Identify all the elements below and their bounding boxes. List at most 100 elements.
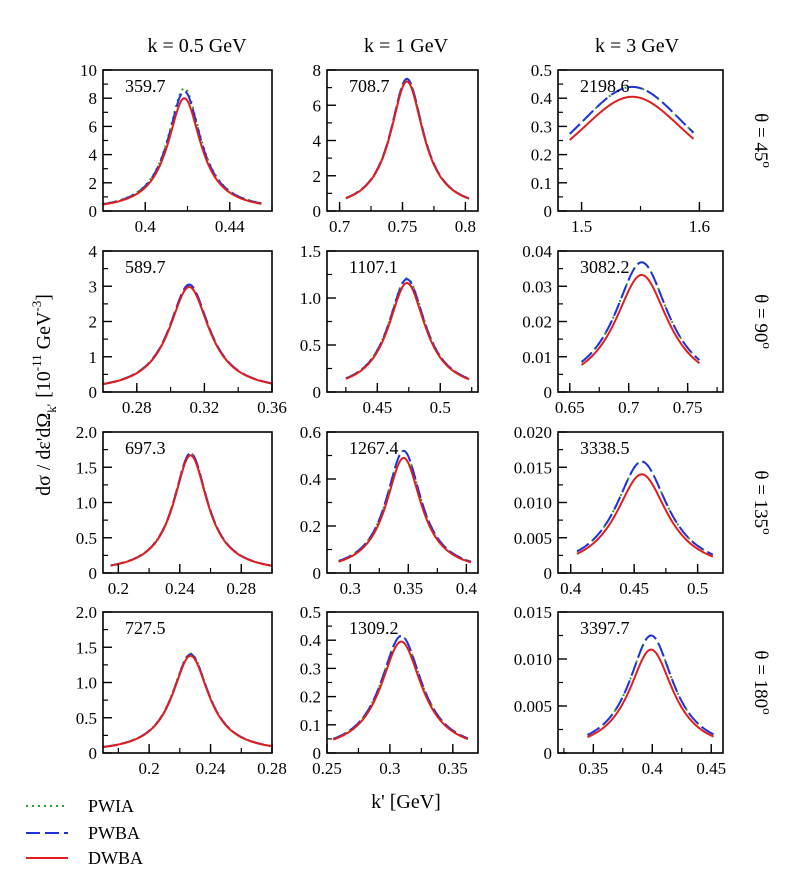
x-tick-label: 0.5: [430, 398, 451, 417]
y-tick-label: 3: [89, 277, 98, 296]
y-axis-label-main: dσ / dε'dΩ: [33, 413, 55, 496]
panel-annotation: 359.7: [125, 76, 166, 96]
y-tick-label: 0.005: [514, 529, 552, 548]
y-tick-label: 0: [89, 202, 98, 221]
x-tick-label: 0.5: [687, 579, 708, 598]
x-axis-label: k' [GeV]: [371, 791, 441, 813]
y-tick-label: 2.0: [76, 423, 97, 442]
y-tick-label: 0.2: [300, 517, 321, 536]
panel-3-1: 0.25 0.3 0.35 0 0.1 0.2 0.3 0.4 0.5 1309.2: [300, 603, 479, 778]
dwba-curve: [103, 654, 272, 749]
y-tick-label: 0.015: [514, 603, 552, 622]
row-label-text: θ = 45: [750, 113, 771, 161]
column-title-k3: k = 3 GeV: [595, 35, 680, 57]
y-tick-label: 0: [313, 744, 322, 763]
panel-0-0: 0.4 0.44 0 2 4 6 8 10 359.7: [80, 61, 273, 236]
y-tick-label: 0.01: [522, 348, 552, 367]
dwba-curve: [345, 281, 470, 381]
column-titles: k = 0.5 GeV k = 1 GeV k = 3 GeV: [147, 35, 679, 57]
x-tick-label: 0.2: [108, 579, 129, 598]
y-tick-label: 4: [313, 132, 322, 151]
panel-annotation: 589.7: [125, 257, 166, 277]
y-tick-label: 0.5: [300, 603, 321, 622]
pwba-curve: [576, 460, 714, 556]
y-axis-label-units-post: ]: [33, 294, 55, 301]
y-tick-label: 0.3: [300, 659, 321, 678]
y-tick-label: 1.0: [76, 494, 97, 513]
pwba-curve: [587, 634, 715, 736]
panel-annotation: 3338.5: [580, 438, 630, 458]
row-label-text: θ = 135: [750, 470, 771, 528]
y-tick-label: 0: [89, 744, 98, 763]
panel-annotation: 3397.7: [580, 618, 630, 638]
y-tick-label: 1.5: [300, 242, 321, 261]
row-label-degree: o: [760, 342, 775, 349]
x-tick-label: 0.3: [340, 579, 361, 598]
panel-annotation: 1309.2: [349, 618, 399, 638]
y-axis-label-sub: k': [44, 404, 59, 413]
y-axis-label-units: [10: [33, 371, 55, 398]
y-tick-label: 0.005: [514, 697, 552, 716]
dwba-curve: [332, 640, 469, 741]
row-label-text: θ = 180: [750, 650, 771, 708]
dwba-curve: [103, 285, 272, 386]
panel-annotation: 697.3: [125, 438, 166, 458]
x-tick-label: 0.45: [619, 579, 649, 598]
pwia-curve: [345, 277, 470, 380]
x-tick-label: 0.35: [578, 759, 608, 778]
x-tick-label: 1.5: [571, 217, 592, 236]
y-tick-label: 4: [89, 146, 98, 165]
x-tick-label: 0.25: [312, 759, 342, 778]
y-tick-label: 0: [313, 383, 322, 402]
legend: PWIA PWBA DWBA: [26, 796, 143, 868]
pwba-curve: [345, 278, 470, 380]
x-tick-label: 0.75: [388, 217, 418, 236]
y-axis-label: dσ / dε'dΩk' [10-11 GeV-3]: [29, 294, 59, 496]
x-tick-label: 0.36: [257, 398, 287, 417]
y-tick-label: 2: [313, 167, 322, 186]
panel-annotation: 3082.2: [580, 257, 630, 277]
y-tick-label: 0.5: [76, 529, 97, 548]
pwia-curve: [103, 652, 272, 748]
pwba-curve: [103, 283, 272, 385]
x-tick-label: 0.2: [138, 759, 159, 778]
row-label-1: θ = 90o: [750, 294, 775, 349]
y-tick-label: 0.5: [300, 336, 321, 355]
y-tick-label: 0.5: [76, 709, 97, 728]
y-tick-label: 0.4: [531, 89, 553, 108]
y-tick-label: 1.5: [76, 638, 97, 657]
pwba-curve: [345, 77, 470, 200]
panel-0-2: 1.5 1.6 0 0.1 0.2 0.3 0.4 0.5 2198.6: [531, 61, 724, 236]
dwba-curve: [103, 97, 262, 206]
y-axis-label-exp: -11: [29, 354, 44, 371]
panel-2-0: 0.2 0.24 0.28 0 0.5 1.0 1.5 2.0 697.3: [76, 423, 273, 598]
pwia-curve: [103, 87, 262, 205]
y-tick-label: 0.3: [531, 117, 552, 136]
pwia-curve: [345, 77, 470, 200]
x-tick-label: 0.4: [456, 579, 478, 598]
y-tick-label: 2: [89, 313, 98, 332]
dwba-curve: [338, 456, 472, 564]
x-tick-label: 0.24: [165, 579, 195, 598]
y-tick-label: 0: [544, 564, 553, 583]
x-tick-label: 0.3: [379, 759, 400, 778]
row-label-degree: o: [760, 161, 775, 168]
y-axis-label-units-mid: GeV: [33, 311, 55, 354]
x-tick-label: 0.32: [190, 398, 220, 417]
y-tick-label: 8: [89, 89, 98, 108]
y-tick-label: 0: [544, 744, 553, 763]
y-tick-label: 0.020: [514, 423, 552, 442]
y-tick-label: 0: [313, 202, 322, 221]
panel-1-1: 0.45 0.5 0 0.5 1.0 1.5 1107.1: [300, 242, 479, 417]
legend-label-pwia: PWIA: [88, 796, 134, 816]
x-tick-label: 0.7: [618, 398, 640, 417]
y-tick-label: 6: [89, 117, 98, 136]
pwba-curve: [103, 90, 262, 206]
row-label-degree: o: [760, 528, 775, 535]
y-tick-label: 2.0: [76, 603, 97, 622]
column-title-k1: k = 1 GeV: [364, 35, 449, 57]
panel-annotation: 1267.4: [349, 438, 399, 458]
pwba-curve: [332, 635, 469, 740]
